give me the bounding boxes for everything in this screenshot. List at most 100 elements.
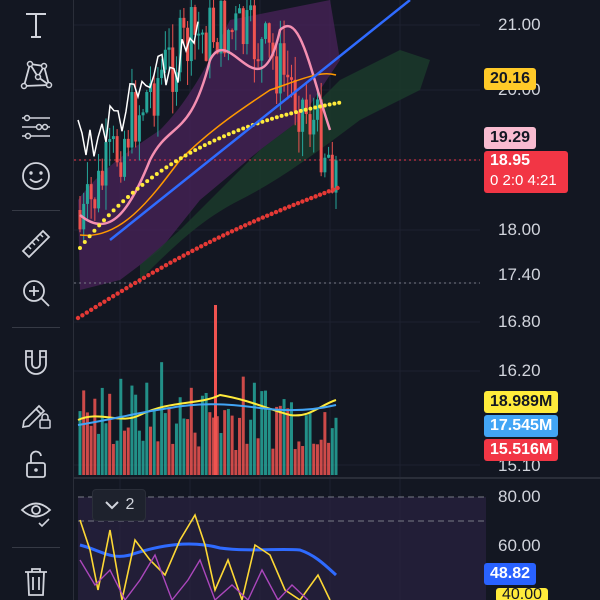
ma-dot-red — [75, 315, 81, 321]
candle-body — [100, 170, 104, 186]
ma-dot-yellow — [212, 138, 217, 143]
toolbar-divider — [12, 327, 60, 328]
candle-body — [93, 199, 97, 209]
price-chart[interactable] — [74, 0, 600, 600]
volume-bar — [141, 440, 145, 475]
ma-dot-red — [313, 194, 318, 199]
ruler-icon — [21, 229, 51, 259]
volume-bar — [100, 387, 104, 475]
volume-bar — [323, 412, 327, 475]
ma-dot-yellow — [318, 104, 322, 109]
ma-dot-yellow — [116, 203, 121, 208]
osc-signal-line — [79, 542, 338, 577]
drawing-toolbar — [0, 0, 74, 600]
ma-dot-red — [199, 244, 204, 249]
measure-tool[interactable] — [14, 224, 58, 264]
candle-body — [119, 162, 123, 177]
volume-bar — [334, 417, 338, 475]
comparison-line — [77, 21, 199, 157]
orange-ma-line — [79, 72, 337, 237]
ma-dot-yellow — [174, 159, 178, 164]
candle-body — [171, 47, 175, 92]
candle-body — [208, 7, 212, 61]
pencil-lock-icon — [21, 404, 51, 429]
volume-bar — [126, 427, 130, 475]
ma-dot-red — [168, 260, 173, 265]
ma-dot-red — [137, 278, 142, 283]
delete-tool[interactable] — [14, 561, 58, 600]
candle-body — [145, 92, 149, 113]
ma-dot-red — [216, 235, 221, 240]
volume-bar — [119, 378, 123, 475]
volume-bar — [97, 433, 101, 475]
ma-dot-red — [335, 185, 340, 191]
candle-body — [123, 138, 127, 177]
volume-bar — [315, 444, 319, 475]
volume-bar — [301, 446, 305, 475]
volume-bar — [275, 406, 279, 475]
volume-bar — [174, 423, 178, 475]
ma-dot-yellow — [226, 132, 231, 137]
candle-body — [97, 170, 101, 209]
ma-dot-yellow — [140, 182, 145, 187]
chevron-down-icon — [104, 501, 119, 510]
volume-bar — [215, 416, 219, 475]
lock-drawing-tool[interactable] — [14, 394, 58, 434]
candle-body — [182, 17, 186, 28]
volume-bar — [278, 405, 282, 475]
volume-bar — [78, 411, 82, 475]
zoom-tool[interactable] — [14, 273, 58, 313]
ma-dot-red — [295, 201, 301, 206]
candle-body — [137, 115, 141, 142]
ma-dot-red — [177, 255, 182, 261]
candle-body — [200, 32, 204, 35]
candle-body — [104, 141, 108, 186]
ma-dot-red — [256, 217, 261, 222]
candle-body — [167, 47, 171, 50]
pattern-tool[interactable] — [14, 54, 58, 94]
pane-collapse-button[interactable]: 2 — [92, 489, 146, 521]
volume-bar — [230, 415, 234, 475]
volume-bar — [282, 399, 286, 475]
volume-bar — [319, 439, 323, 475]
ma-dot-yellow — [188, 150, 193, 155]
magnet-icon — [25, 350, 47, 375]
ma-dot-yellow — [150, 175, 154, 180]
osc-line-yellow — [79, 513, 331, 600]
price-axis-label: 21.00 — [498, 15, 541, 34]
ma-dot-red — [207, 239, 213, 245]
ma-dot-yellow — [308, 106, 313, 111]
ma-dot-red — [133, 280, 138, 286]
volume-bar — [160, 362, 164, 475]
volume-bar — [312, 443, 316, 475]
magnet-tool[interactable] — [14, 343, 58, 383]
volume-bar — [171, 443, 175, 475]
candle-body — [301, 99, 305, 132]
trash-icon — [25, 568, 47, 596]
ma-dot-yellow — [126, 194, 130, 199]
lock-all-tool[interactable] — [14, 444, 58, 484]
ma-dot-red — [221, 233, 226, 238]
ma-dot-yellow — [303, 107, 308, 112]
ma-dot-red — [238, 225, 243, 230]
volume-bar — [93, 398, 97, 475]
volume-bar — [238, 417, 242, 475]
unlock-icon — [26, 450, 46, 478]
emoji-tool[interactable] — [14, 156, 58, 196]
ma-dot-yellow — [97, 223, 102, 228]
candle-body — [204, 32, 208, 61]
volume-bar — [178, 397, 182, 475]
ma-dot-red — [163, 262, 169, 268]
prediction-tool[interactable] — [14, 105, 58, 145]
price-axis-label: 18.00 — [498, 220, 541, 239]
ma-dot-yellow — [164, 165, 169, 170]
text-tool[interactable] — [14, 5, 58, 45]
ma-dot-red — [282, 206, 287, 211]
ma-dot-yellow — [294, 110, 298, 115]
volume-bar — [289, 402, 293, 475]
volume-ma-yellow — [77, 393, 337, 421]
volume-bar — [134, 394, 138, 475]
candle-body — [315, 99, 319, 120]
trend-line — [109, 0, 411, 241]
visibility-tool[interactable] — [14, 492, 58, 532]
